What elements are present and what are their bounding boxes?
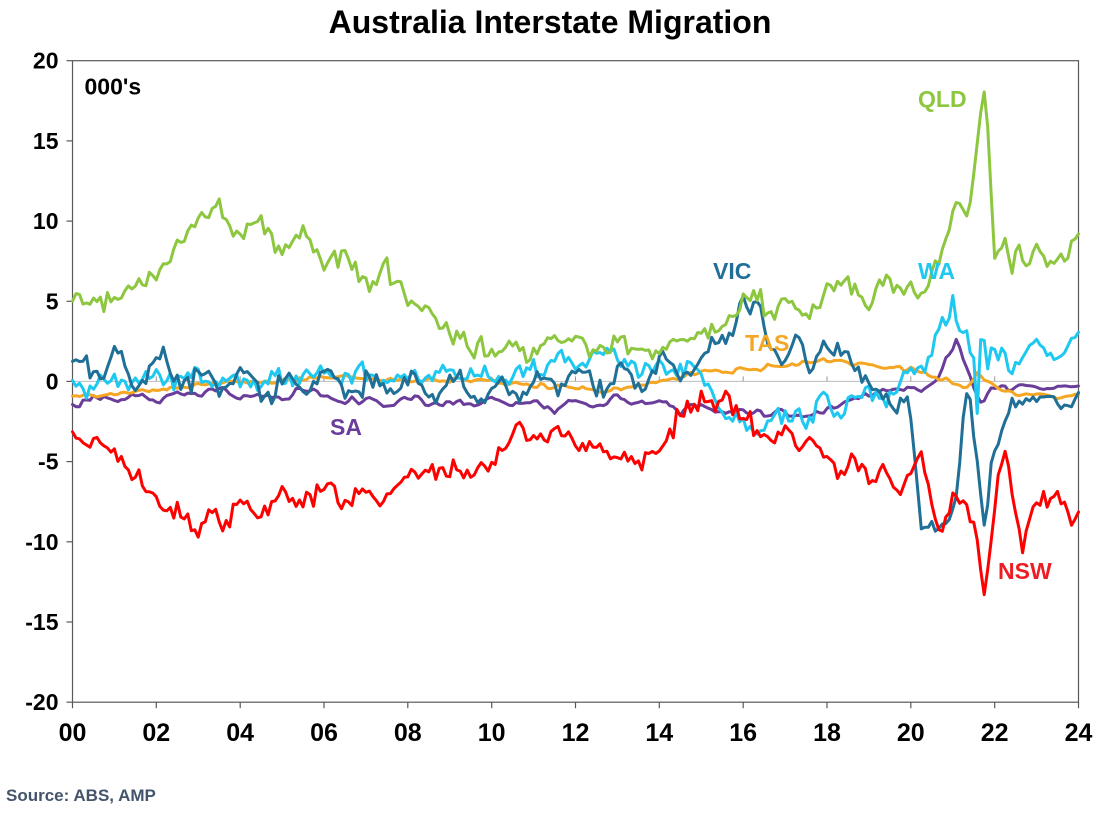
svg-text:5: 5: [46, 288, 59, 314]
svg-text:Australia Interstate Migration: Australia Interstate Migration: [329, 4, 772, 40]
svg-text:-20: -20: [25, 689, 58, 715]
svg-text:00: 00: [59, 719, 87, 747]
svg-text:10: 10: [478, 719, 506, 747]
svg-text:20: 20: [897, 719, 925, 747]
svg-text:04: 04: [226, 719, 254, 747]
svg-text:10: 10: [33, 208, 59, 234]
svg-text:-5: -5: [38, 449, 59, 475]
svg-text:18: 18: [813, 719, 841, 747]
svg-text:08: 08: [394, 719, 422, 747]
svg-text:16: 16: [729, 719, 757, 747]
svg-text:0: 0: [46, 368, 59, 394]
svg-text:24: 24: [1065, 719, 1093, 747]
svg-text:20: 20: [33, 48, 59, 74]
svg-text:14: 14: [645, 719, 673, 747]
svg-text:000's: 000's: [85, 74, 142, 100]
svg-text:12: 12: [562, 719, 590, 747]
svg-text:-15: -15: [25, 609, 58, 635]
svg-text:02: 02: [142, 719, 170, 747]
svg-text:-10: -10: [25, 529, 58, 555]
svg-text:22: 22: [981, 719, 1009, 747]
svg-text:15: 15: [33, 128, 59, 154]
svg-text:06: 06: [310, 719, 338, 747]
